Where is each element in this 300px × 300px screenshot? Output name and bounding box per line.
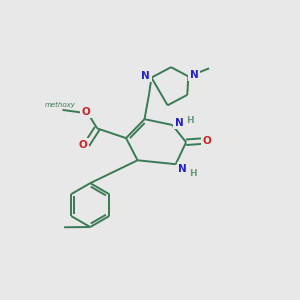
Text: H: H xyxy=(186,116,194,125)
Text: O: O xyxy=(202,136,211,146)
Text: N: N xyxy=(141,71,150,81)
Text: O: O xyxy=(79,140,88,150)
Text: N: N xyxy=(175,118,184,128)
Text: N: N xyxy=(190,70,199,80)
Text: methoxy: methoxy xyxy=(45,102,76,108)
Text: N: N xyxy=(178,164,187,174)
Text: H: H xyxy=(189,169,197,178)
Text: O: O xyxy=(81,106,90,116)
